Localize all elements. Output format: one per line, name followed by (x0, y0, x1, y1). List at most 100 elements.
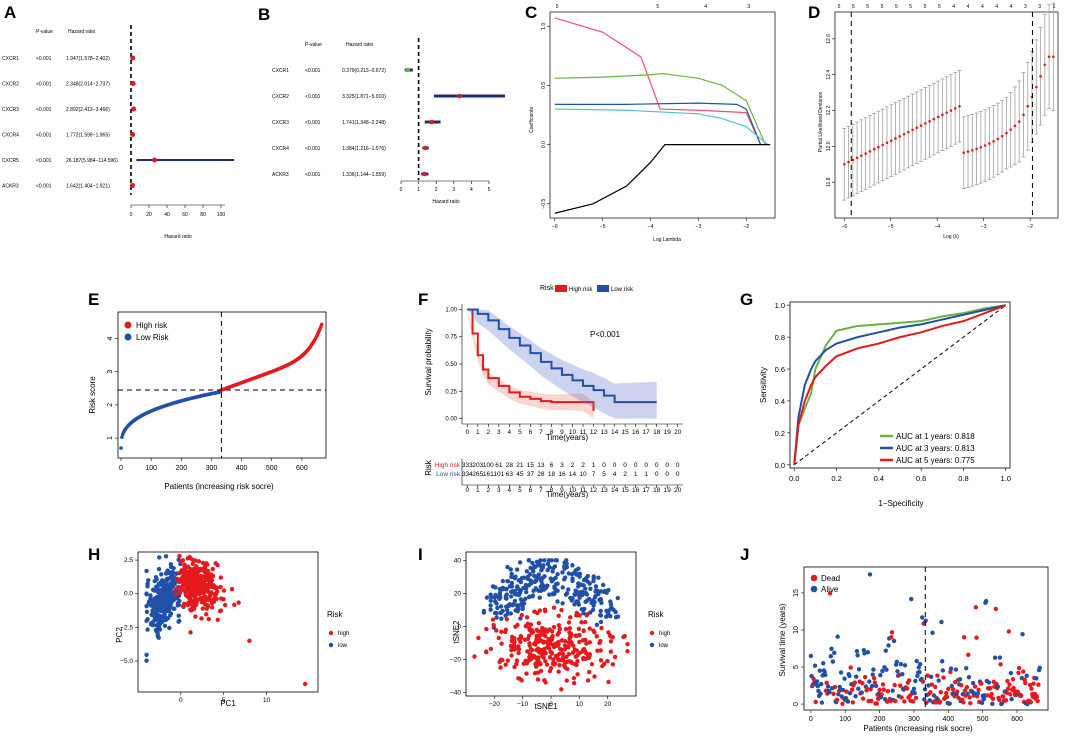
a-x-tick-label: 40 (164, 212, 170, 218)
h-high-point (222, 602, 228, 608)
j-dead-point (993, 606, 998, 612)
i-high-point (542, 632, 547, 637)
f-table-x-tick-label: 11 (580, 487, 587, 494)
j-alive-point (819, 700, 825, 705)
i-high-point (579, 620, 584, 625)
i-legend-dot (649, 642, 655, 648)
j-dead-point (906, 678, 912, 683)
e-ylabel: Risk score (88, 376, 97, 414)
f-table-count: 2 (571, 462, 575, 469)
j-dead-point (950, 687, 956, 692)
d-mean-point (1000, 134, 1004, 138)
i-high-point (587, 653, 592, 658)
j-dead-point (849, 687, 855, 692)
h-high-point (177, 553, 182, 559)
h-low-point (153, 574, 159, 580)
j-dead-point (938, 689, 943, 695)
j-alive-point (842, 676, 847, 681)
h-x-tick-label: 10 (263, 697, 271, 704)
i-low-point (498, 604, 504, 609)
i-high-point (555, 632, 560, 637)
i-y-tick-label: 0 (457, 623, 461, 630)
j-dead-point (813, 699, 818, 705)
d-mean-point (1026, 104, 1030, 108)
h-low-point (152, 596, 158, 602)
b-gene-label: CXCR1 (272, 68, 289, 74)
c-x-tick-label: −5 (600, 224, 606, 230)
i-low-point (489, 594, 494, 600)
f-table-count: 5 (602, 471, 606, 478)
a-hr-text: 1.642(1.404−1.921) (66, 184, 110, 190)
i-low-point (538, 558, 543, 563)
e-legend-label: Low Risk (136, 333, 169, 342)
h-high-point (218, 584, 223, 590)
i-high-point (535, 610, 540, 616)
i-high-point (556, 642, 561, 647)
j-dead-point (1027, 682, 1033, 688)
h-high-point (193, 574, 198, 580)
i-low-point (545, 567, 550, 573)
i-high-point (589, 662, 595, 667)
i-low-point (577, 574, 582, 579)
i-high-point (536, 662, 542, 667)
h-low-point (144, 658, 149, 663)
f-table-x-tick-label: 6 (529, 487, 533, 494)
f-table-count: 0 (602, 462, 606, 469)
g-y-tick-label: 0.8 (775, 333, 785, 342)
j-dead-point (946, 686, 951, 692)
j-legend-dot (810, 574, 818, 582)
d-mean-point (1052, 55, 1055, 59)
i-low-point (540, 575, 545, 580)
i-high-point (584, 641, 589, 646)
i-low-point (598, 619, 604, 625)
d-mean-point (911, 128, 914, 132)
b-x-tick-label: 0 (400, 187, 403, 193)
i-high-point (548, 665, 554, 671)
d-top-tick-label: 5 (938, 4, 941, 10)
i-low-point (494, 601, 499, 606)
h-high-point (204, 574, 209, 580)
i-high-point (625, 641, 630, 647)
j-dead-point (1005, 678, 1010, 684)
i-low-point (601, 589, 607, 595)
j-dead-point (834, 697, 840, 703)
i-high-point (543, 659, 548, 664)
chart-marks: CXCR1 <0.001 1.947(1.578−2.402) CXCR2 <0.001… (2, 2, 1059, 723)
h-high-point (174, 576, 180, 582)
i-high-point (547, 655, 553, 660)
f-legend-label-low: Low risk (611, 287, 634, 293)
j-alive-point (867, 679, 872, 684)
j-y-tick-label: 5 (793, 665, 800, 669)
i-high-point (519, 612, 524, 618)
j-alive-point (895, 669, 900, 674)
i-low-point (594, 622, 600, 627)
i-high-point (587, 640, 592, 645)
i-low-point (509, 584, 514, 589)
i-low-point (537, 595, 542, 600)
e-x-tick-label: 100 (145, 465, 157, 472)
i-high-point (581, 646, 587, 652)
d-x-tick-label: −2 (1027, 224, 1033, 230)
c-top-tick-label: 4 (704, 4, 707, 10)
f-table-count: 0 (634, 462, 638, 469)
j-dead-point (962, 688, 968, 693)
a-gene-label: CXCR1 (2, 56, 19, 62)
j-dead-point (974, 635, 979, 640)
a-pvalue: <0.001 (36, 158, 52, 164)
g-x-tick-label: 0.6 (916, 474, 926, 483)
h-high-point (177, 579, 182, 585)
i-high-point (576, 626, 582, 632)
j-dead-point (948, 669, 953, 675)
h-high-point (189, 578, 194, 584)
i-high-point (484, 649, 489, 655)
j-legend-dot (810, 585, 818, 593)
i-high-point (559, 638, 565, 643)
h-x-tick-label: 0 (179, 697, 183, 704)
i-high-point (581, 628, 586, 633)
i-low-point (516, 578, 522, 583)
h-high-point (200, 606, 205, 611)
j-alive-point (936, 678, 941, 683)
i-low-point (554, 558, 559, 563)
i-legend-dot (649, 630, 655, 636)
j-dead-point (1034, 694, 1040, 699)
